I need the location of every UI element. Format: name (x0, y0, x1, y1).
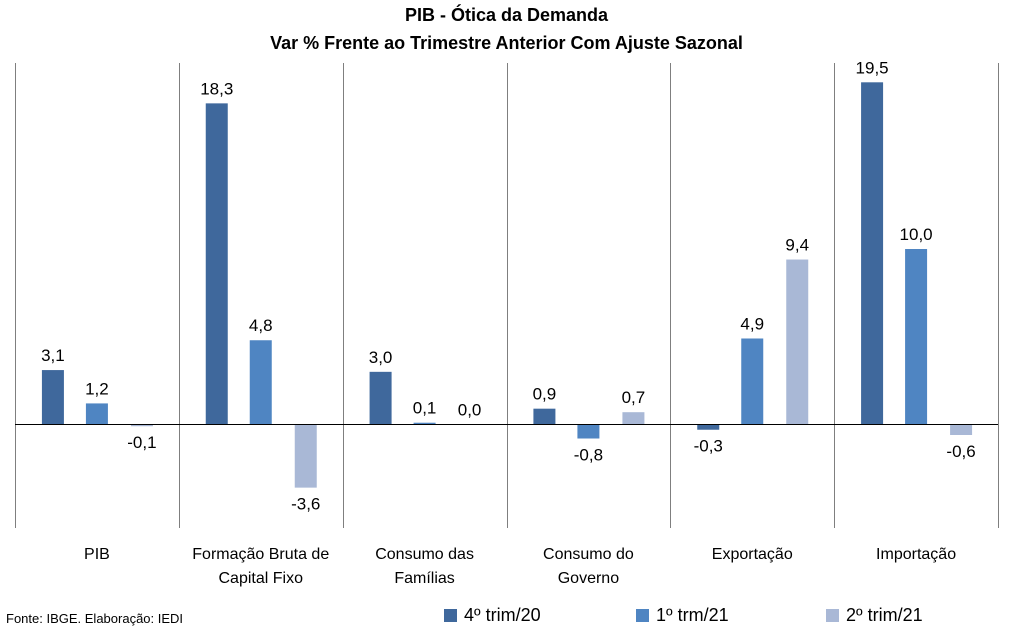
category-label-3: Consumo das (375, 546, 474, 563)
bar-2-4 (577, 424, 600, 439)
legend-swatch-series-1 (444, 608, 457, 622)
data-label-2-2: 4,8 (249, 316, 273, 335)
legend-swatch-series-2 (636, 608, 649, 622)
bar-2-2 (249, 340, 272, 425)
bar-1-4 (533, 408, 556, 425)
data-label-2-6: 10,0 (900, 225, 933, 244)
bar-2-6 (905, 249, 928, 425)
bar-2-1 (85, 403, 108, 425)
category-label-5: Exportação (712, 546, 793, 563)
legend-label-series-3: 2º trim/21 (846, 604, 923, 625)
category-label-1: PIB (84, 546, 110, 563)
legend-item-series-3: 2º trim/21 (826, 603, 923, 627)
data-label-3-5: 9,4 (785, 236, 809, 255)
data-label-2-5: 4,9 (740, 314, 764, 333)
chart-subtitle: Var % Frente ao Trimestre Anterior Com A… (270, 33, 743, 53)
source-note: Fonte: IBGE. Elaboração: IEDI (6, 611, 184, 626)
bar-1-1 (41, 370, 64, 425)
bar-3-4 (622, 412, 645, 425)
bar-1-3 (369, 371, 392, 425)
bar-2-3 (413, 422, 436, 425)
category-label-2: Capital Fixo (219, 570, 304, 587)
category-label-4: Governo (558, 570, 619, 587)
data-label-2-3: 0,1 (413, 399, 437, 418)
data-label-3-6: -0,6 (946, 442, 975, 461)
data-label-1-6: 19,5 (856, 58, 889, 77)
data-label-3-1: -0,1 (127, 433, 156, 452)
bar-2-5 (741, 338, 764, 425)
data-label-1-5: -0,3 (694, 437, 723, 456)
bar-1-2 (205, 103, 228, 425)
legend-swatch-series-3 (826, 608, 839, 622)
bar-1-5 (697, 424, 720, 430)
data-label-3-2: -3,6 (291, 495, 320, 514)
legend-item-series-1: 4º trim/20 (444, 603, 541, 627)
data-label-2-4: -0,8 (574, 446, 603, 465)
category-label-2: Formação Bruta de (192, 546, 329, 563)
data-label-1-4: 0,9 (533, 385, 557, 404)
data-label-1-3: 3,0 (369, 348, 393, 367)
category-label-6: Importação (876, 546, 956, 563)
legend-label-series-1: 4º trim/20 (464, 604, 541, 625)
bar-3-5 (786, 259, 809, 425)
category-label-3: Famílias (394, 570, 454, 587)
legend-item-series-2: 1º trm/21 (636, 603, 729, 627)
data-label-3-4: 0,7 (622, 388, 646, 407)
legend-label-series-2: 1º trm/21 (656, 604, 729, 625)
category-label-4: Consumo do (543, 546, 634, 563)
data-label-1-1: 3,1 (41, 346, 65, 365)
data-label-1-2: 18,3 (200, 79, 233, 98)
data-label-2-1: 1,2 (85, 379, 109, 398)
bar-3-1 (130, 424, 153, 427)
bar-3-6 (950, 424, 973, 435)
chart-title: PIB - Ótica da Demanda (404, 5, 609, 25)
data-label-3-3: 0,0 (458, 400, 482, 419)
bar-1-6 (861, 82, 884, 425)
bar-3-2 (294, 424, 317, 488)
